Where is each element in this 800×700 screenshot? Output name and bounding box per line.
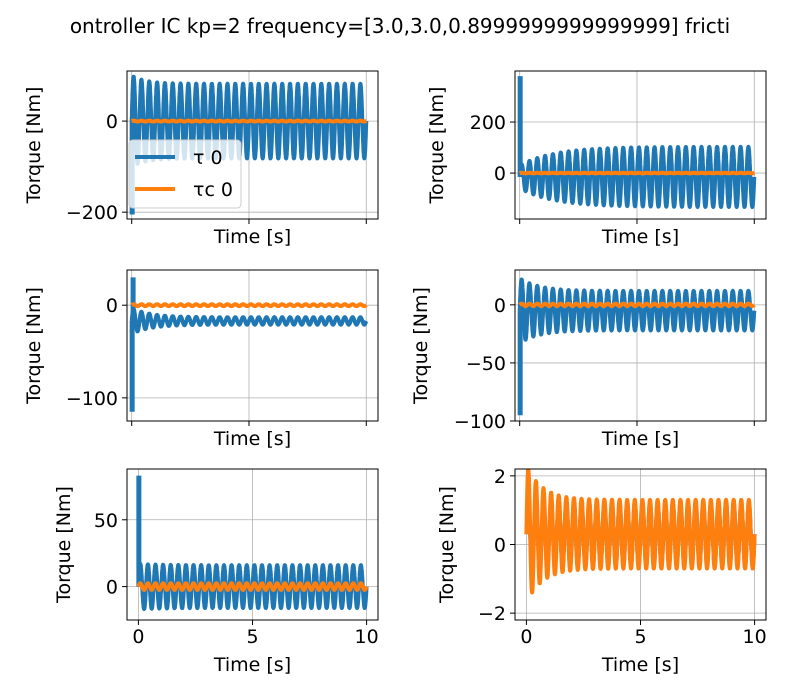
y-axis-label: Torque [Nm] — [410, 287, 432, 405]
plot-area — [517, 277, 757, 416]
y-tick-label: 0 — [494, 163, 506, 185]
x-tick-label: 0 — [520, 626, 532, 648]
plot-area — [524, 469, 757, 595]
x-tick-label: 5 — [634, 626, 646, 648]
x-tick-label: 5 — [246, 626, 258, 648]
y-tick-label: 0 — [106, 577, 118, 599]
series-tau_c — [517, 301, 757, 308]
x-tick-label: 0 — [132, 626, 144, 648]
series-tau — [129, 306, 369, 334]
y-tick-label: 50 — [94, 510, 118, 532]
subplot-2: 200 0 Time [s] Torque [Nm] — [426, 70, 767, 248]
figure-title: ontroller IC kp=2 frequency=[3.0,3.0,0.8… — [69, 14, 731, 38]
subplot-3: 0 −100 Time [s] Torque [Nm] — [23, 269, 379, 450]
y-axis-label: Torque [Nm] — [426, 87, 448, 205]
subplot-4: 0 −50 −100 Time [s] Torque [Nm] — [410, 269, 767, 450]
x-axis-label: Time [s] — [601, 654, 679, 676]
y-tick-label: −200 — [66, 202, 118, 224]
y-tick-label: −100 — [66, 388, 118, 410]
x-axis-label: Time [s] — [213, 226, 291, 248]
series-tau_c — [136, 581, 369, 592]
plot-area — [517, 76, 757, 209]
y-axis-label: Torque [Nm] — [23, 287, 45, 405]
axes-frame — [126, 269, 379, 422]
series-tau_c — [129, 302, 369, 309]
y-axis-label: Torque [Nm] — [53, 486, 75, 604]
legend: τ 0 τc 0 — [128, 139, 242, 209]
legend-label-tau: τ 0 — [193, 147, 223, 169]
x-axis-label: Time [s] — [601, 428, 679, 450]
y-tick-label: 0 — [106, 295, 118, 317]
y-tick-label: −100 — [454, 411, 506, 433]
y-tick-label: 200 — [470, 112, 506, 134]
x-axis-label: Time [s] — [213, 428, 291, 450]
series-tau — [517, 144, 757, 209]
legend-label-tau-c: τc 0 — [193, 179, 233, 201]
axes-frame — [514, 269, 767, 422]
x-tick-label: 10 — [354, 626, 378, 648]
x-axis-label: Time [s] — [601, 226, 679, 248]
subplot-6: 0 5 10 2 0 −2 Time [s] Torque [Nm] — [436, 466, 767, 676]
series-tau — [517, 277, 757, 342]
y-tick-label: 0 — [494, 295, 506, 317]
y-axis-label: Torque [Nm] — [436, 486, 458, 604]
axes-frame — [514, 70, 767, 220]
y-tick-label: −50 — [466, 353, 506, 375]
series-tau_c — [129, 118, 369, 124]
y-axis-label: Torque [Nm] — [23, 87, 45, 205]
x-axis-label: Time [s] — [213, 654, 291, 676]
y-tick-label: 0 — [494, 535, 506, 557]
plot-area — [129, 277, 369, 412]
subplot-1: 0 −200 Time [s] Torque [Nm] τ 0 τc 0 — [23, 70, 379, 248]
plot-area — [136, 475, 369, 611]
y-tick-label: 0 — [106, 111, 118, 133]
x-tick-label: 10 — [742, 626, 766, 648]
series-tau_c — [524, 469, 757, 595]
subplot-5: 0 5 10 50 0 Time [s] Torque [Nm] — [53, 468, 379, 676]
y-tick-label: −2 — [478, 603, 506, 625]
axes-frame — [126, 70, 379, 220]
y-tick-label: 2 — [494, 466, 506, 488]
series-tau_c — [517, 170, 757, 176]
